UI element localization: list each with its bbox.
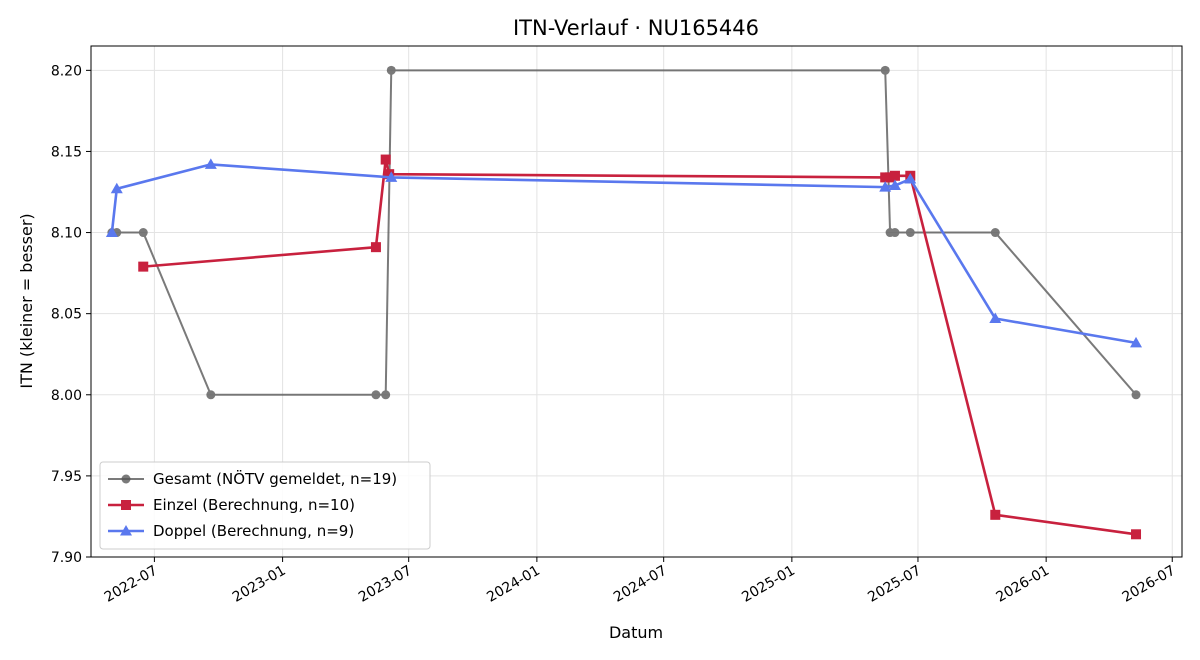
x-tick-label: 2023-01 <box>230 563 289 606</box>
data-point <box>1130 336 1143 348</box>
series-line <box>110 163 1137 345</box>
data-point <box>206 390 216 400</box>
data-point <box>380 154 391 165</box>
legend-label: Einzel (Berechnung, n=10) <box>153 496 355 514</box>
data-point <box>904 173 917 184</box>
data-point <box>384 169 395 180</box>
data-point <box>990 509 1001 520</box>
data-point <box>138 261 149 272</box>
data-point <box>879 181 892 192</box>
data-point <box>989 312 1002 324</box>
series-layer <box>105 65 1143 540</box>
y-tick-label: 7.90 <box>51 550 82 566</box>
data-point <box>370 242 381 253</box>
legend-swatch-marker <box>121 474 131 484</box>
x-tick-label: 2024-07 <box>611 563 670 606</box>
x-tick-label: 2023-07 <box>356 563 415 606</box>
x-tick-label: 2026-01 <box>993 563 1052 606</box>
legend-item: Gesamt (NÖTV gemeldet, n=19) <box>108 469 397 488</box>
x-tick-label: 2022-07 <box>102 563 161 606</box>
data-point <box>990 228 1000 238</box>
data-point <box>204 158 217 169</box>
data-point <box>888 179 901 191</box>
data-point <box>105 226 118 238</box>
y-tick-label: 8.05 <box>51 307 82 323</box>
data-point <box>1131 529 1142 540</box>
legend-swatch-marker <box>121 500 131 510</box>
data-point <box>371 390 381 400</box>
data-point <box>890 228 900 238</box>
data-point <box>905 228 915 238</box>
data-point <box>880 65 890 75</box>
data-point <box>889 170 900 181</box>
legend-item: Einzel (Berechnung, n=10) <box>108 496 355 514</box>
x-tick-label: 2026-07 <box>1120 563 1179 606</box>
x-tick-label: 2025-07 <box>865 563 924 606</box>
series-triangle <box>105 158 1143 348</box>
legend-swatch-marker <box>120 525 132 536</box>
y-tick-label: 8.20 <box>51 63 82 79</box>
x-tick-label: 2025-01 <box>739 563 798 606</box>
data-point <box>381 390 391 400</box>
data-point <box>1131 390 1141 400</box>
plot-frame <box>90 45 1183 558</box>
legend-label: Gesamt (NÖTV gemeldet, n=19) <box>153 469 397 488</box>
y-tick-label: 8.10 <box>51 226 82 242</box>
series-circle <box>107 65 1141 400</box>
chart-title: ITN-Verlauf · NU165446 <box>513 16 759 40</box>
y-axis-label: ITN (kleiner = besser) <box>17 213 36 388</box>
x-axis-label: Datum <box>609 623 663 642</box>
data-point <box>385 171 398 182</box>
data-point <box>386 65 396 75</box>
legend-box <box>99 461 431 550</box>
y-tick-label: 8.15 <box>51 144 82 160</box>
x-tick-label: 2024-01 <box>484 563 543 606</box>
legend-item: Doppel (Berechnung, n=9) <box>108 522 354 540</box>
data-point <box>138 228 148 238</box>
legend-label: Doppel (Berechnung, n=9) <box>153 522 354 540</box>
legend: Gesamt (NÖTV gemeldet, n=19) Einzel (Bere… <box>99 461 431 550</box>
y-tick-label: 8.00 <box>51 388 82 404</box>
data-point <box>110 182 123 194</box>
y-tick-label: 7.95 <box>51 469 82 485</box>
